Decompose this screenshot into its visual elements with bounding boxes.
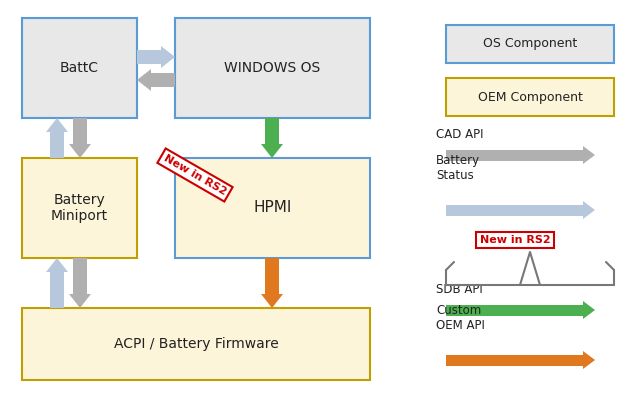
- Text: SDB API: SDB API: [436, 283, 483, 296]
- FancyBboxPatch shape: [22, 18, 137, 118]
- Polygon shape: [50, 132, 64, 158]
- Text: BattC: BattC: [60, 61, 99, 75]
- FancyBboxPatch shape: [446, 25, 614, 63]
- Polygon shape: [46, 118, 68, 132]
- Text: Custom
OEM API: Custom OEM API: [436, 304, 485, 332]
- Polygon shape: [446, 304, 583, 316]
- Text: OEM Component: OEM Component: [478, 91, 582, 103]
- Text: OS Component: OS Component: [483, 38, 577, 51]
- Polygon shape: [261, 144, 283, 158]
- Polygon shape: [583, 301, 595, 319]
- Polygon shape: [69, 294, 91, 308]
- Polygon shape: [151, 73, 175, 87]
- Polygon shape: [446, 205, 583, 215]
- FancyBboxPatch shape: [22, 308, 370, 380]
- Text: Battery
Status: Battery Status: [436, 154, 480, 182]
- Polygon shape: [446, 354, 583, 365]
- Polygon shape: [137, 69, 151, 91]
- Polygon shape: [446, 150, 583, 160]
- Text: WINDOWS OS: WINDOWS OS: [225, 61, 321, 75]
- Polygon shape: [73, 118, 87, 144]
- Text: Battery
Miniport: Battery Miniport: [51, 193, 108, 223]
- Polygon shape: [46, 258, 68, 272]
- Polygon shape: [73, 258, 87, 294]
- Text: HPMI: HPMI: [253, 200, 292, 215]
- FancyBboxPatch shape: [446, 78, 614, 116]
- Polygon shape: [583, 146, 595, 164]
- Text: New in RS2: New in RS2: [480, 235, 550, 245]
- Text: CAD API: CAD API: [436, 128, 483, 141]
- Polygon shape: [69, 144, 91, 158]
- Text: New in RS2: New in RS2: [162, 153, 228, 197]
- Polygon shape: [583, 201, 595, 219]
- FancyBboxPatch shape: [175, 158, 370, 258]
- Polygon shape: [161, 46, 175, 68]
- Polygon shape: [265, 118, 279, 144]
- FancyBboxPatch shape: [22, 158, 137, 258]
- Text: ACPI / Battery Firmware: ACPI / Battery Firmware: [114, 337, 278, 351]
- Polygon shape: [137, 50, 161, 64]
- Polygon shape: [583, 351, 595, 369]
- Polygon shape: [50, 272, 64, 308]
- Polygon shape: [261, 294, 283, 308]
- FancyBboxPatch shape: [175, 18, 370, 118]
- Polygon shape: [265, 258, 279, 294]
